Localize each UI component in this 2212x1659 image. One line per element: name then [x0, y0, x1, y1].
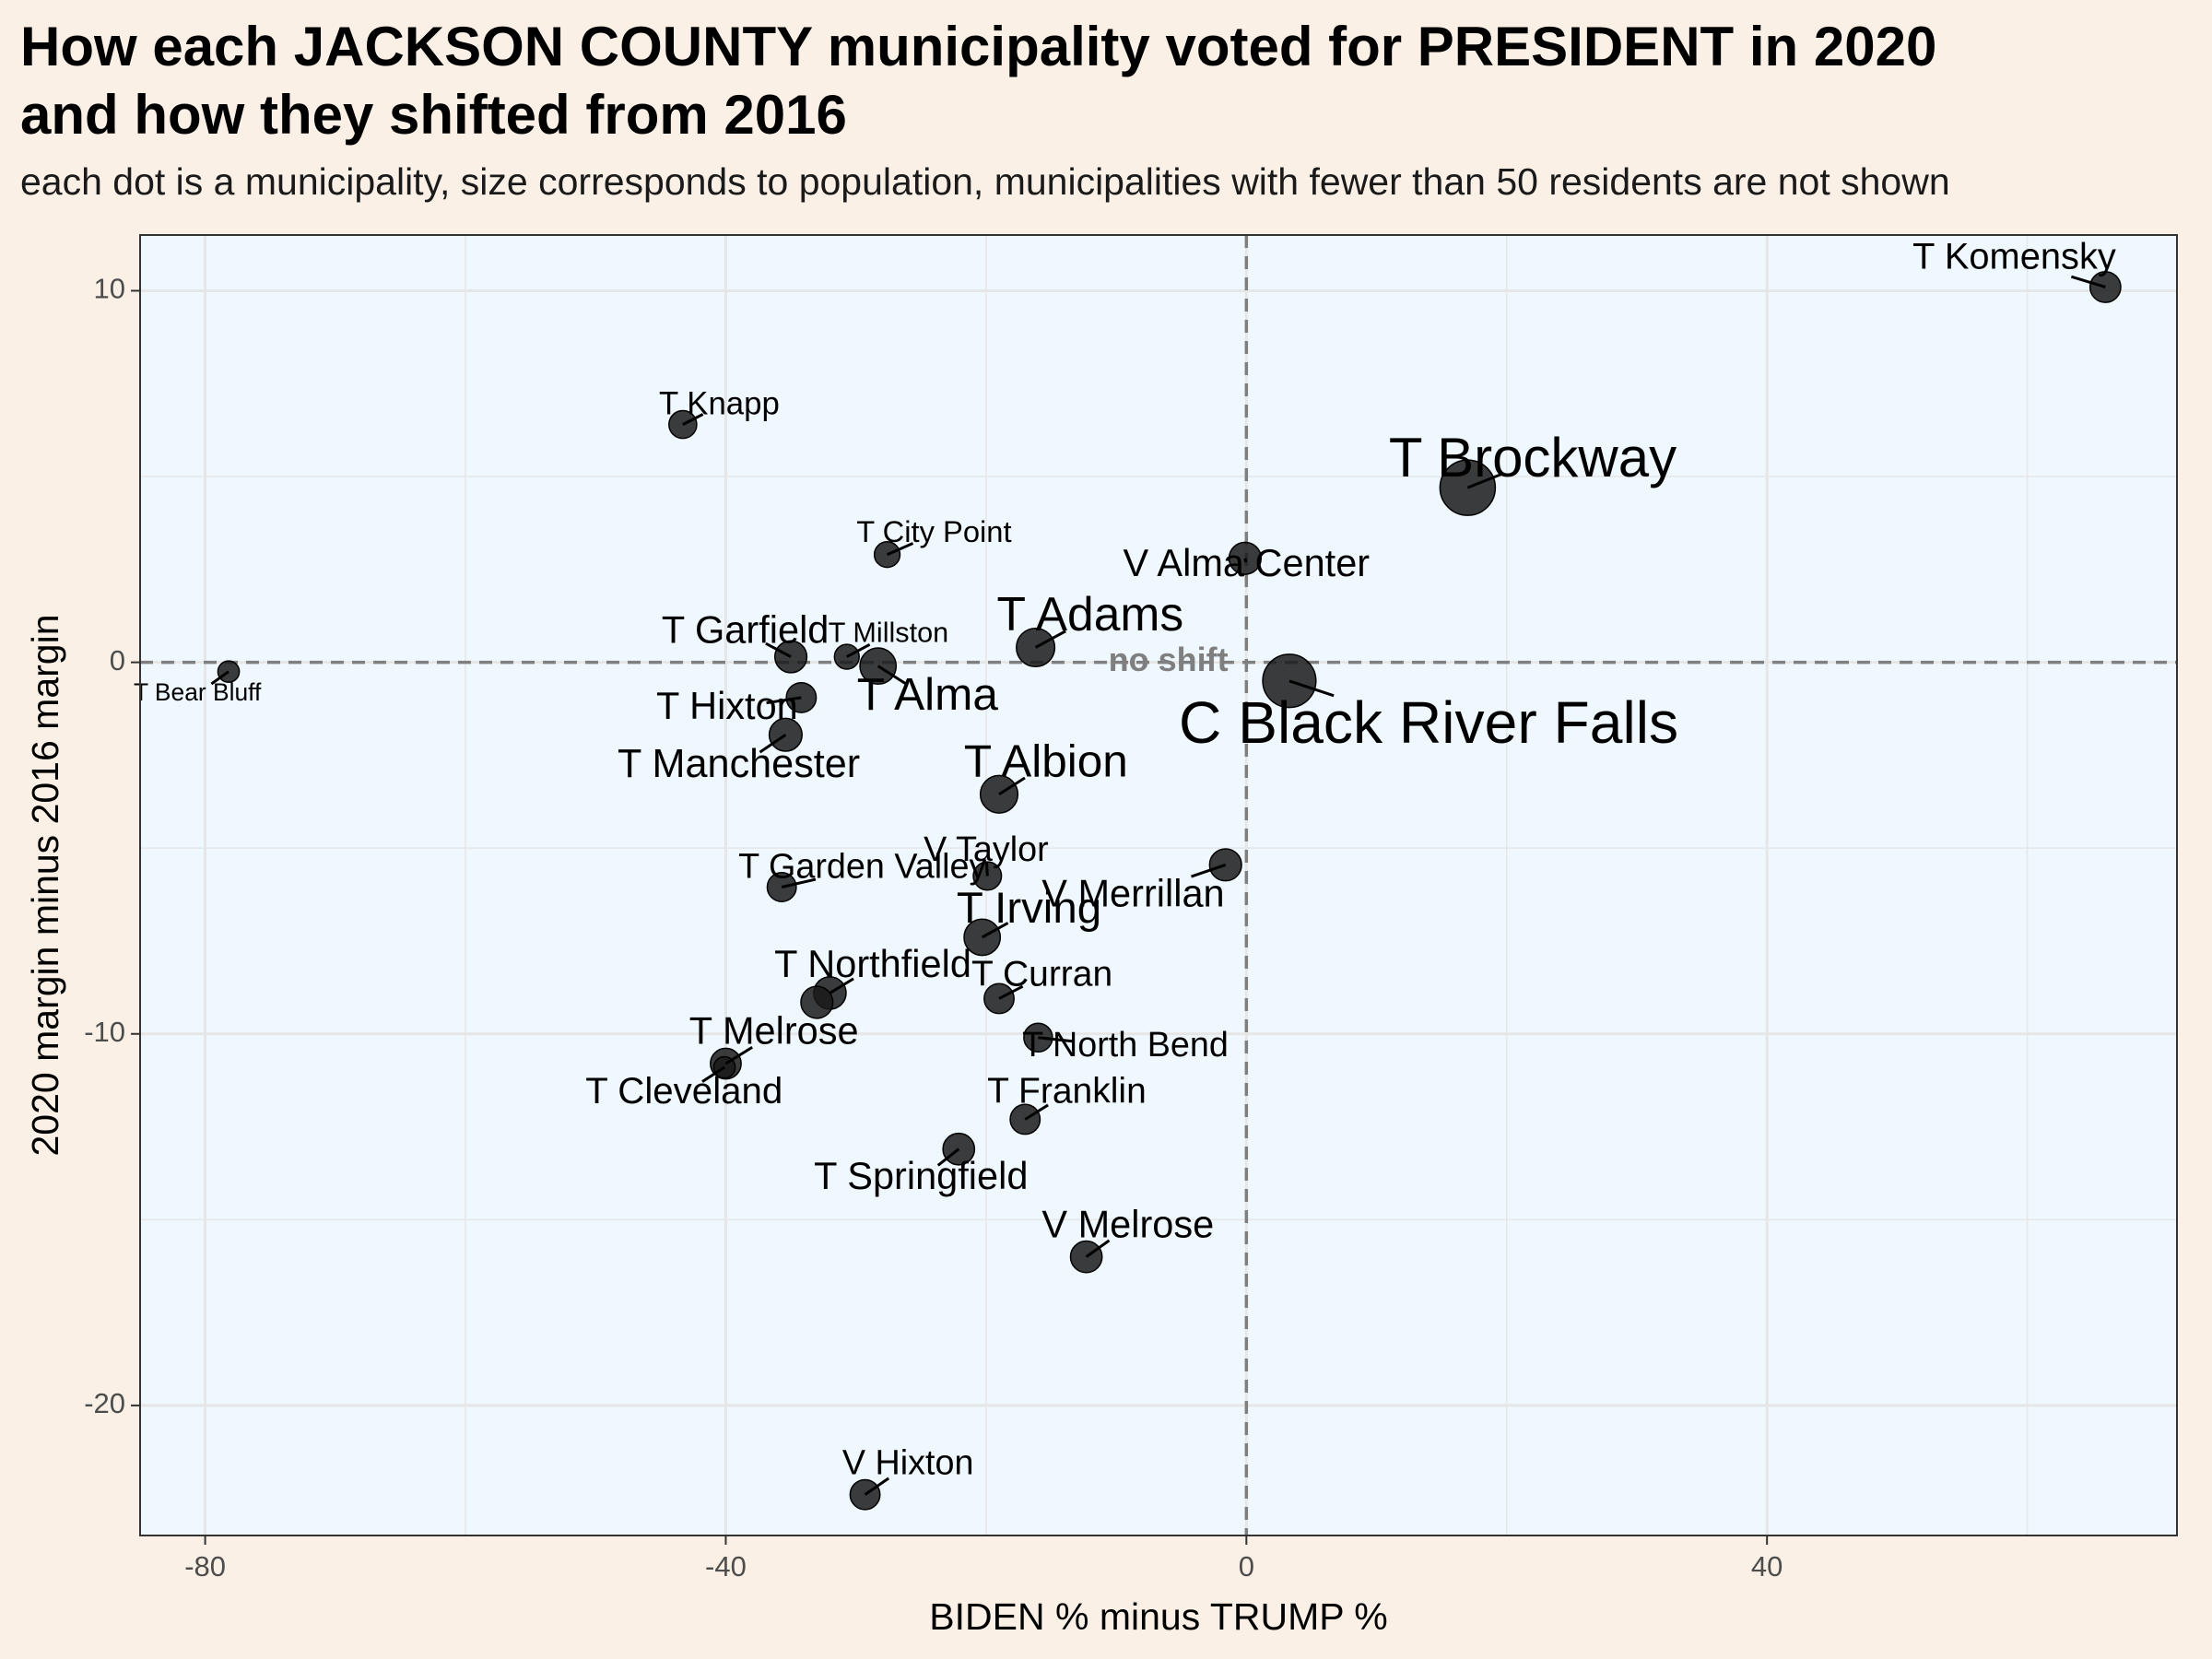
label-leader	[829, 977, 854, 994]
label-leader	[981, 922, 1009, 939]
x-axis-label: BIDEN % minus TRUMP %	[929, 1595, 1387, 1638]
point-label: T City Point	[856, 514, 1011, 548]
point-label: V Hixton	[842, 1442, 974, 1481]
data-point	[800, 985, 834, 1019]
no-shift-annotation: no shift	[1109, 641, 1229, 678]
label-leader	[701, 1065, 725, 1083]
label-leader	[936, 1147, 960, 1167]
point-labels: T Komensky T Brockway V Alma Center T Knapp…	[134, 237, 2116, 1496]
point-label: V Merrillan	[1041, 872, 1224, 915]
point-label: T Manchester	[618, 742, 860, 786]
axes: -80 -40 0 40 10 0 -10 -20	[84, 273, 1783, 1583]
chart-title: How each JACKSON COUNTY municipality vot…	[20, 13, 2195, 149]
point-label: T Bear Bluff	[134, 678, 262, 706]
label-leader	[759, 733, 787, 754]
label-leader	[877, 665, 907, 685]
point-label: T Komensky	[1912, 237, 2116, 277]
point-label: T Knapp	[659, 386, 780, 422]
label-leader	[1038, 1036, 1073, 1043]
point-label: T North Bend	[1022, 1025, 1229, 1064]
x-tick-label: 40	[1751, 1550, 1783, 1583]
label-leader	[766, 696, 802, 705]
label-leader	[998, 984, 1024, 1000]
y-axis-label: 2020 margin minus 2016 margin	[24, 615, 66, 1157]
point-label: T Hixton	[656, 684, 798, 727]
point-label: T Curran	[971, 955, 1112, 994]
point-label: T Melrose	[689, 1009, 859, 1053]
point-label: T Franklin	[987, 1072, 1147, 1112]
label-leader	[1466, 472, 1504, 489]
chart-subtitle: each dot is a municipality, size corresp…	[20, 160, 1950, 203]
label-leader	[682, 413, 704, 426]
y-tick-label: 0	[110, 644, 125, 677]
point-label: T Albion	[964, 736, 1128, 787]
label-leader	[846, 642, 871, 658]
plot-border	[139, 234, 2178, 1536]
annotations: no shift	[1109, 641, 1229, 678]
label-leader	[781, 877, 817, 888]
label-leader	[765, 641, 792, 658]
point-label: T Cleveland	[585, 1070, 782, 1112]
label-leader	[210, 670, 229, 686]
label-leader	[1288, 679, 1335, 698]
label-leader	[1085, 1239, 1111, 1258]
plot-panel	[140, 235, 2177, 1535]
x-tick-label: 0	[1239, 1550, 1254, 1583]
point-label: V Taylor	[924, 830, 1049, 868]
x-tick-label: -80	[184, 1550, 226, 1583]
chart-title-line-1: How each JACKSON COUNTY municipality vot…	[20, 16, 1937, 77]
y-tick-label: 10	[94, 273, 125, 305]
y-tick-label: -10	[84, 1016, 125, 1048]
point-label: T Northfield	[774, 942, 971, 985]
label-leader	[724, 1045, 753, 1065]
x-tick-label: -40	[705, 1550, 747, 1583]
point-label: T Alma	[857, 669, 999, 720]
point-label: T Garfield	[662, 607, 830, 651]
label-leader	[1034, 629, 1066, 649]
point-label: T Brockway	[1389, 427, 1677, 488]
point-label: C Black River Falls	[1179, 689, 1678, 756]
point-label: V Melrose	[1041, 1202, 1214, 1245]
label-leader	[985, 862, 989, 877]
label-leader	[886, 542, 914, 557]
label-leader	[998, 776, 1026, 795]
label-leader	[2070, 275, 2106, 288]
point-label: T Garden Valley	[738, 846, 986, 885]
label-leader	[1243, 558, 1248, 563]
label-leader	[864, 1477, 890, 1496]
point-label: V Alma Center	[1123, 541, 1370, 584]
point-label: T Springfield	[814, 1154, 1028, 1197]
point-label: T Adams	[997, 587, 1184, 641]
point-label: T Irving	[957, 884, 1101, 933]
point-label: T Millston	[829, 617, 948, 648]
label-leader	[1024, 1103, 1049, 1121]
y-tick-label: -20	[84, 1387, 125, 1419]
reference-lines	[140, 235, 2177, 1535]
chart-title-line-2: and how they shifted from 2016	[20, 84, 847, 146]
label-leader	[1191, 863, 1227, 878]
